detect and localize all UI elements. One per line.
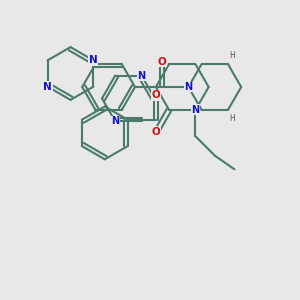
Text: H: H [230,51,235,60]
Text: N: N [89,55,98,65]
Text: N: N [111,116,119,126]
Text: N: N [184,82,193,92]
Text: O: O [158,56,166,67]
Text: O: O [152,90,161,100]
Text: H: H [230,114,235,123]
Text: O: O [152,127,161,137]
Text: N: N [43,82,52,92]
Text: N: N [191,105,200,115]
Text: N: N [137,70,146,81]
